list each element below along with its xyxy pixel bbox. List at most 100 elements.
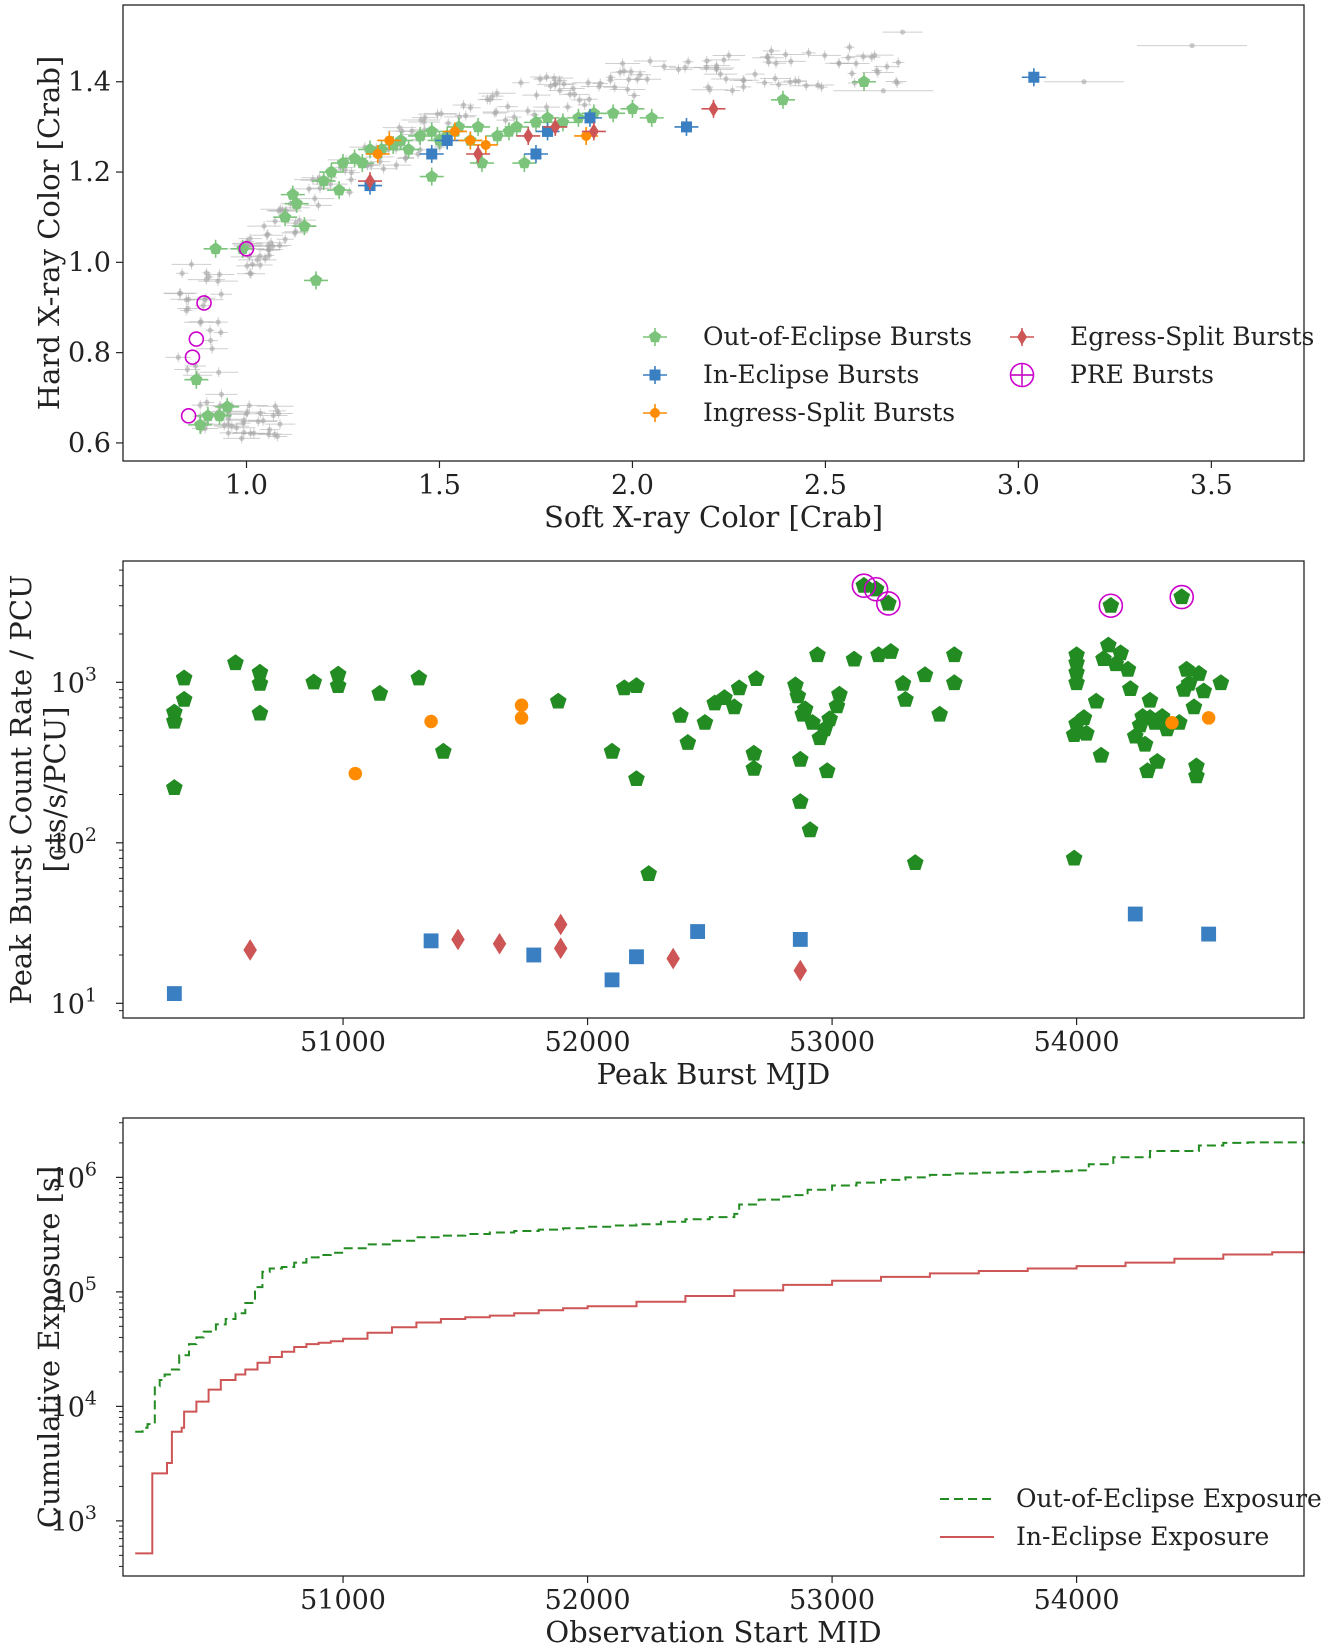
point-ooe xyxy=(852,72,877,91)
gray-point xyxy=(741,77,747,83)
point-ooe-shape xyxy=(549,692,567,709)
gray-point xyxy=(239,435,245,441)
panel-color-color: 1.0 1.5 2.0 2.5 3.0 3.5 0.6 0.8 1.0 1.2 1.4 Soft X-… xyxy=(32,4,1314,534)
x-tick-label: 51000 xyxy=(300,1027,386,1058)
gray-point xyxy=(849,70,855,77)
y-tick-label: 101 xyxy=(51,984,97,1020)
point-ooe-shape xyxy=(556,115,570,128)
point-ie-shape xyxy=(792,932,808,947)
point-ooe xyxy=(371,684,389,701)
point-ooe-shape xyxy=(796,700,814,717)
y-tick-label-base: 10 xyxy=(51,1163,85,1194)
point-ing-shape xyxy=(1165,715,1179,730)
gray-point xyxy=(225,430,232,436)
gray-point xyxy=(188,261,195,267)
gray-point xyxy=(805,50,812,56)
point-ooe-shape xyxy=(792,750,809,767)
point-ooe-shape xyxy=(931,705,948,722)
legend-marker-ie xyxy=(643,366,667,384)
y-tick-label-base: 10 xyxy=(51,989,85,1020)
point-ooe-shape xyxy=(804,714,821,730)
point-ooe xyxy=(512,154,537,173)
y-tick-label-exp: 3 xyxy=(85,663,97,685)
point-ooe-shape xyxy=(818,762,836,779)
gray-point xyxy=(572,91,578,97)
gray-point xyxy=(556,78,562,84)
y-axis-label: Hard X-ray Color [Crab] xyxy=(32,56,66,410)
gray-point xyxy=(272,431,278,438)
point-ooe xyxy=(1178,660,1195,677)
point-ooe xyxy=(1078,724,1095,741)
point-ooe-shape xyxy=(371,684,389,701)
panel-cumulative-exposure: 51000 52000 53000 54000103104105106Observat… xyxy=(32,1117,1322,1643)
point-ooe xyxy=(535,108,560,127)
point-egr-shape xyxy=(473,145,484,162)
point-egr xyxy=(553,913,568,936)
point-egr-shape xyxy=(365,173,376,190)
gray-point xyxy=(272,403,278,409)
gray-point xyxy=(218,391,225,397)
gray-point xyxy=(203,277,209,283)
point-ooe xyxy=(435,742,452,759)
gray-point xyxy=(218,291,224,297)
gray-point xyxy=(533,92,540,98)
series-pre xyxy=(851,573,1195,619)
point-ooe xyxy=(796,700,814,717)
point-ooe-shape xyxy=(1078,724,1095,741)
series-ing xyxy=(348,698,1216,781)
x-axis-label: Peak Burst MJD xyxy=(597,1057,831,1091)
gray-point xyxy=(270,412,277,419)
point-ooe xyxy=(410,669,428,686)
point-ing-shape xyxy=(449,126,460,137)
gray-point xyxy=(218,329,224,336)
point-ing xyxy=(514,698,529,712)
point-ooe-shape xyxy=(1212,674,1230,691)
gray-point xyxy=(264,232,270,238)
legend-label: PRE Bursts xyxy=(1070,360,1214,389)
y-tick-label: 0.8 xyxy=(68,338,111,369)
gray-point xyxy=(783,51,789,58)
gray-point xyxy=(552,81,559,87)
point-ooe-shape xyxy=(672,706,689,723)
point-ooe xyxy=(747,670,765,686)
point-egr xyxy=(358,172,383,191)
point-egr xyxy=(666,947,680,970)
x-tick-label: 54000 xyxy=(1034,1027,1120,1058)
point-ooe xyxy=(1102,597,1120,613)
point-ooe-shape xyxy=(1190,665,1208,681)
point-ooe-shape xyxy=(332,183,346,196)
legend-marker-ie-shape xyxy=(649,369,661,381)
point-ooe-shape xyxy=(725,698,743,715)
gray-point xyxy=(396,124,402,131)
point-ie-shape xyxy=(690,924,706,939)
point-ie-shape xyxy=(166,986,182,1001)
point-ooe xyxy=(809,646,826,663)
point-egr xyxy=(553,937,568,960)
gray-point xyxy=(880,88,886,94)
gray-point xyxy=(836,60,842,66)
x-axis-label: Observation Start MJD xyxy=(545,1615,881,1643)
point-ooe xyxy=(916,666,934,683)
point-egr xyxy=(793,959,808,982)
x-tick-label: 1.5 xyxy=(418,470,461,501)
gray-point xyxy=(274,408,280,414)
point-ing-shape xyxy=(514,711,529,725)
legend-label: In-Eclipse Bursts xyxy=(703,360,919,389)
point-ooe xyxy=(628,677,645,693)
point-ooe-shape xyxy=(792,793,809,809)
point-ooe-shape xyxy=(946,674,963,691)
y-tick-label-base: 10 xyxy=(51,1507,85,1538)
gray-point xyxy=(197,402,203,408)
gray-point xyxy=(631,92,637,99)
gray-point xyxy=(875,69,881,76)
point-ooe xyxy=(1119,660,1137,677)
point-ooe xyxy=(1148,753,1166,769)
gray-point xyxy=(342,167,348,173)
point-ooe-shape xyxy=(628,677,645,693)
x-tick-label: 54000 xyxy=(1034,1585,1120,1616)
point-egr-shape xyxy=(553,913,568,936)
gray-point xyxy=(815,82,821,88)
point-ie xyxy=(423,933,439,949)
gray-point xyxy=(209,346,215,352)
